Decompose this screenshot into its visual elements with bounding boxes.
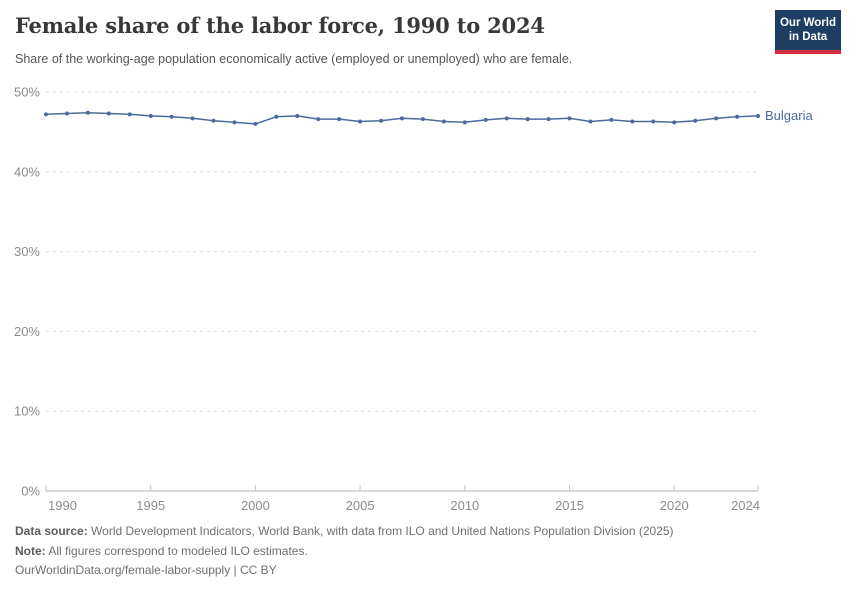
data-point	[379, 118, 384, 123]
footer-url-line: OurWorldinData.org/female-labor-supply |…	[15, 561, 674, 581]
data-point	[546, 117, 551, 122]
data-point	[190, 116, 195, 121]
data-point	[525, 117, 530, 122]
source-label: Data source:	[15, 524, 88, 538]
line-chart: 0% 10% 20% 30% 40% 50% 1990 1995 2000 2005 2010 201…	[14, 85, 813, 514]
data-point	[295, 113, 300, 118]
owid-logo: Our World in Data	[775, 10, 841, 54]
y-tick-label: 30%	[14, 244, 40, 259]
data-point	[504, 116, 509, 121]
y-tick-label: 40%	[14, 164, 40, 179]
data-point	[483, 117, 488, 122]
data-point	[567, 116, 572, 121]
data-point	[609, 117, 614, 122]
x-tick-label: 2020	[660, 498, 689, 513]
data-point	[462, 120, 467, 125]
x-tick-label: 2024	[731, 498, 760, 513]
data-point	[127, 112, 132, 117]
note-text: All figures correspond to modeled ILO es…	[45, 543, 308, 558]
data-point	[232, 120, 237, 125]
data-point	[358, 119, 363, 124]
origin-url-link[interactable]: OurWorldinData.org/female-labor-supply	[15, 563, 231, 577]
y-tick-label: 50%	[14, 85, 40, 100]
data-point	[672, 120, 677, 125]
data-point	[337, 117, 342, 122]
footer-source-line: Data source: World Development Indicator…	[15, 522, 674, 542]
data-point	[148, 113, 153, 118]
data-point	[106, 111, 111, 116]
data-point	[400, 116, 404, 121]
data-point	[630, 119, 635, 124]
data-point	[441, 119, 446, 124]
chart-title: Female share of the labor force, 1990 to…	[15, 13, 545, 38]
x-tick-label: 2005	[346, 498, 375, 513]
owid-logo-line2: in Data	[788, 31, 828, 43]
y-tick-label: 10%	[14, 404, 40, 419]
data-point	[169, 114, 174, 119]
note-label: Note:	[15, 543, 46, 558]
data-point	[85, 110, 90, 115]
x-tick-label: 2015	[555, 498, 584, 513]
x-tick-label: 2000	[241, 498, 270, 513]
series-label: Bulgaria	[765, 108, 813, 123]
data-point	[651, 119, 656, 124]
data-point	[756, 113, 760, 118]
data-point	[420, 117, 425, 122]
y-tick-label: 20%	[14, 324, 40, 339]
x-tick-label: 1995	[136, 498, 165, 513]
y-tick-label: 0%	[21, 484, 40, 499]
data-point	[64, 111, 69, 116]
footer-note-line: Note: All figures correspond to modeled …	[15, 542, 674, 562]
data-point	[693, 118, 698, 123]
owid-logo-line1: Our World	[779, 16, 836, 29]
source-text: World Development Indicators, World Bank…	[87, 524, 674, 538]
chart-subtitle: Share of the working-age population econ…	[15, 52, 573, 66]
data-point	[44, 112, 48, 117]
data-point	[588, 119, 593, 124]
data-point	[253, 121, 258, 126]
data-point	[316, 117, 321, 122]
data-point	[735, 114, 740, 119]
data-point	[714, 116, 719, 121]
chart-footer: Data source: World Development Indicator…	[15, 522, 674, 581]
x-tick-label: 1990	[48, 498, 77, 513]
data-point	[211, 118, 216, 123]
data-point	[274, 114, 279, 119]
x-tick-label: 2010	[450, 498, 479, 513]
license-text: | CC BY	[230, 563, 277, 577]
